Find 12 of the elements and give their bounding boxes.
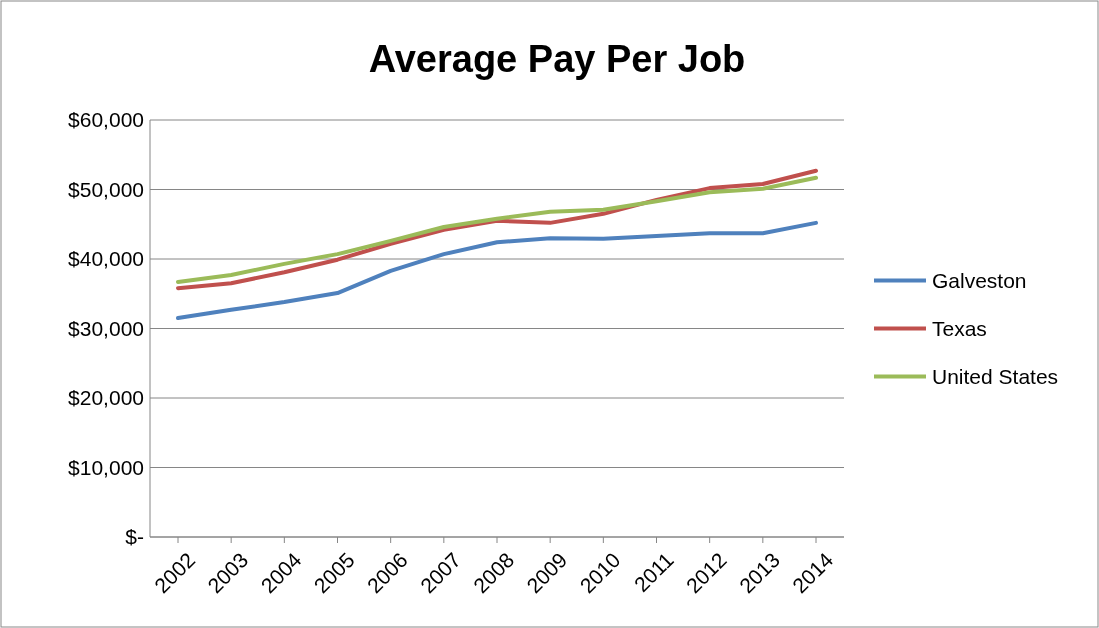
- y-tick-label: $40,000: [68, 247, 144, 271]
- legend-label: Galveston: [932, 268, 1027, 292]
- y-tick-label: $10,000: [68, 455, 144, 479]
- y-tick-label: $-: [125, 525, 144, 549]
- line-series: [176, 220, 818, 321]
- y-tick-label: $50,000: [68, 177, 144, 201]
- legend-label: Texas: [932, 316, 987, 340]
- chart-title: Average Pay Per Job: [368, 38, 746, 80]
- legend-label: United States: [932, 364, 1059, 388]
- y-tick-label: $20,000: [68, 386, 144, 410]
- y-tick-label: $30,000: [68, 316, 144, 340]
- y-tick-label: $60,000: [68, 108, 144, 132]
